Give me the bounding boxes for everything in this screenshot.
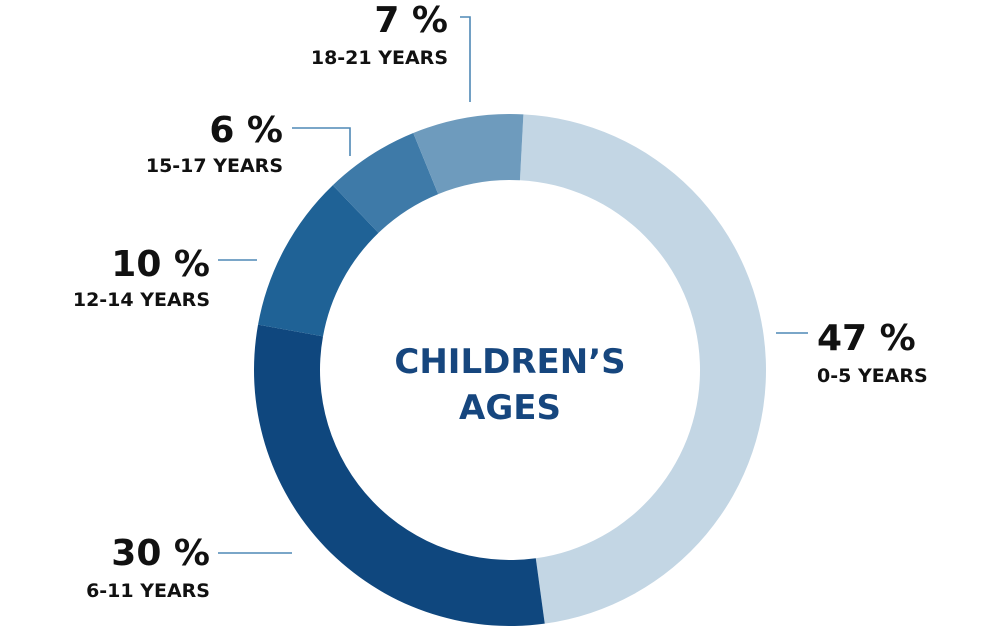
chart-title-line-1: CHILDREN’S	[394, 342, 625, 382]
leader-15-17-line	[292, 127, 351, 156]
donut-slices	[254, 114, 767, 627]
donut-slice-0-5-years	[519, 114, 767, 624]
donut-slice-18-21-years	[413, 114, 524, 195]
slice-3-value-label: 6 %	[209, 110, 283, 151]
donut-slice-15-17-years	[332, 132, 439, 233]
slice-1-value-label: 30 %	[111, 533, 210, 574]
chart-title-line-2: AGES	[459, 388, 561, 428]
slice-0-value-label: 47 %	[817, 318, 916, 359]
slice-4-category-label: 18-21 YEARS	[311, 47, 448, 69]
slice-1-category-label: 6-11 YEARS	[86, 580, 210, 602]
leader-18-21-line	[460, 16, 471, 102]
donut-slice-12-14-years	[258, 185, 379, 337]
leader-lines	[218, 16, 808, 554]
slice-2-category-label: 12-14 YEARS	[73, 289, 210, 311]
slice-0-category-label: 0-5 YEARS	[817, 365, 928, 387]
donut-slice-6-11-years	[254, 324, 545, 627]
slice-3-category-label: 15-17 YEARS	[146, 155, 283, 177]
slice-4-value-label: 7 %	[374, 0, 448, 41]
slice-2-value-label: 10 %	[111, 244, 210, 285]
